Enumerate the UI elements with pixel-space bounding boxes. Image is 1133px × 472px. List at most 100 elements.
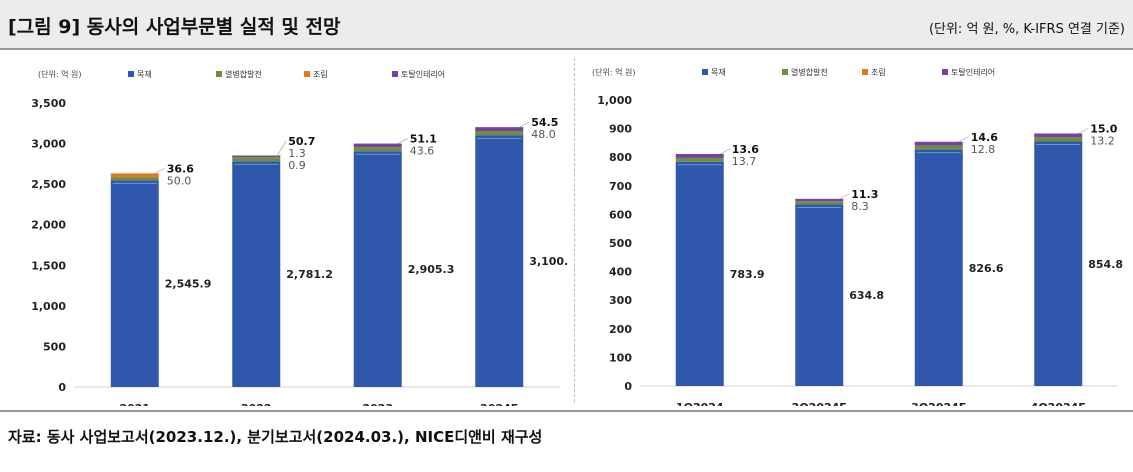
data-label: 11.3 bbox=[851, 188, 878, 201]
legend-label-1: 목재 bbox=[711, 68, 726, 77]
x-tick-label: 2024E bbox=[480, 402, 518, 406]
figure-title: [그림 9] 동사의 사업부문별 실적 및 전망 bbox=[8, 16, 341, 38]
data-label: 13.7 bbox=[732, 155, 757, 168]
leader-line bbox=[719, 148, 730, 155]
data-label: 783.9 bbox=[730, 268, 765, 281]
data-label: 2,905.3 bbox=[408, 263, 455, 276]
data-label: 13.6 bbox=[732, 143, 759, 156]
x-tick-label: 2022 bbox=[241, 402, 272, 406]
leader-line bbox=[1078, 128, 1089, 134]
bar-segment bbox=[1034, 133, 1083, 138]
bar-segment bbox=[914, 141, 963, 146]
y-tick-label: 800 bbox=[609, 151, 632, 164]
legend-label-4: 토탈인테리어 bbox=[951, 67, 995, 77]
data-label: 8.3 bbox=[851, 200, 869, 213]
y-tick-label: 200 bbox=[609, 323, 632, 336]
data-label: 36.6 bbox=[167, 162, 194, 175]
y-tick-label: 3,500 bbox=[31, 97, 66, 110]
chart-quarterly: (단위: 억 원) 목재 열병합발전 조림 토탈인테리어 0 100 200 300 400 500… bbox=[592, 67, 1123, 406]
legend-label-1: 목재 bbox=[137, 70, 152, 79]
bar-segment bbox=[353, 147, 402, 152]
x-tick-label: 1Q2024 bbox=[676, 401, 724, 406]
legend-swatch-1 bbox=[702, 69, 708, 75]
bar-segment bbox=[475, 131, 524, 136]
y-tick-label: 1,000 bbox=[31, 300, 66, 313]
data-label: 854.8 bbox=[1088, 258, 1123, 271]
legend-swatch-3 bbox=[304, 71, 310, 77]
data-label: 14.6 bbox=[971, 131, 998, 144]
bar-segment bbox=[232, 161, 281, 387]
bar-segment bbox=[675, 157, 724, 162]
y-tick-label: 0 bbox=[624, 380, 632, 393]
legend-label-4: 토탈인테리어 bbox=[401, 69, 445, 79]
legend-label-2: 열병합발전 bbox=[225, 69, 262, 79]
bar-segment bbox=[353, 151, 402, 387]
y-tick-label: 100 bbox=[609, 351, 632, 364]
x-tick-label: 2023 bbox=[362, 402, 393, 406]
unit-note: (단위: 억 원, %, K-IFRS 연결 기준) bbox=[928, 22, 1125, 37]
bar-segment bbox=[110, 180, 159, 387]
data-label: 634.8 bbox=[849, 289, 884, 302]
y-tick-label: 600 bbox=[609, 208, 632, 221]
bar-segment bbox=[675, 161, 724, 386]
bar-segment bbox=[795, 204, 844, 386]
data-label: 51.1 bbox=[410, 133, 437, 146]
bar-segment bbox=[110, 177, 159, 181]
unit-label: (단위: 억 원) bbox=[592, 67, 635, 77]
leader-line bbox=[839, 193, 850, 200]
figure-footer: 자료: 동사 사업보고서(2023.12.), 분기보고서(2024.03.),… bbox=[0, 410, 1133, 472]
y-tick-label: 700 bbox=[609, 180, 632, 193]
data-label: 43.6 bbox=[410, 145, 435, 158]
bar-segment bbox=[1034, 141, 1083, 386]
y-tick-label: 400 bbox=[609, 266, 632, 279]
data-label: 2,781.2 bbox=[286, 268, 333, 281]
bar-segment bbox=[232, 157, 281, 162]
data-label: 50.0 bbox=[167, 174, 192, 187]
source-note: 자료: 동사 사업보고서(2023.12.), 분기보고서(2024.03.),… bbox=[8, 428, 543, 446]
y-tick-label: 500 bbox=[43, 340, 66, 353]
y-tick-label: 1,500 bbox=[31, 259, 66, 272]
data-label: 50.7 bbox=[288, 135, 315, 148]
y-tick-label: 1,000 bbox=[597, 94, 632, 107]
bar-segment bbox=[232, 155, 281, 158]
bar-segment bbox=[675, 153, 724, 158]
x-tick-label: 3Q2024E bbox=[911, 401, 966, 406]
x-tick-label: 2Q2024E bbox=[792, 401, 847, 406]
legend-swatch-2 bbox=[216, 71, 222, 77]
bar-segment bbox=[475, 135, 524, 387]
y-tick-label: 500 bbox=[609, 237, 632, 250]
bar-segment bbox=[110, 173, 159, 178]
y-tick-label: 900 bbox=[609, 123, 632, 136]
data-label: 12.8 bbox=[971, 143, 996, 156]
leader-line bbox=[958, 136, 969, 143]
data-label: 54.5 bbox=[531, 116, 558, 129]
bar-segment bbox=[795, 198, 844, 202]
legend-label-3: 조림 bbox=[871, 67, 886, 77]
figure-header: [그림 9] 동사의 사업부문별 실적 및 전망 (단위: 억 원, %, K-… bbox=[0, 0, 1133, 50]
bar-segment bbox=[795, 201, 844, 205]
data-label: 0.9 bbox=[288, 159, 306, 172]
leader-line bbox=[519, 121, 530, 128]
legend-swatch-3 bbox=[862, 69, 868, 75]
x-tick-label: 4Q2024E bbox=[1031, 401, 1086, 406]
bar-segment bbox=[1034, 137, 1083, 142]
legend-swatch-2 bbox=[782, 69, 788, 75]
y-tick-label: 3,000 bbox=[31, 138, 66, 151]
bar-segment bbox=[914, 149, 963, 386]
chart-annual: (단위: 억 원) 목재 열병합발전 조림 토탈인테리어 0 500 1,000 1,500 2,… bbox=[31, 69, 568, 406]
leader-line bbox=[154, 168, 165, 174]
leader-line bbox=[397, 138, 408, 144]
data-label: 1.3 bbox=[288, 147, 306, 160]
y-tick-label: 2,500 bbox=[31, 178, 66, 191]
legend-label-2: 열병합발전 bbox=[791, 67, 828, 77]
data-label: 13.2 bbox=[1090, 134, 1115, 147]
legend-swatch-4 bbox=[942, 69, 948, 75]
data-label: 826.6 bbox=[969, 262, 1004, 275]
unit-label: (단위: 억 원) bbox=[38, 69, 81, 79]
legend-swatch-4 bbox=[392, 71, 398, 77]
leader-line bbox=[275, 140, 287, 158]
bar-segment bbox=[475, 127, 524, 132]
bar-segment bbox=[353, 143, 402, 148]
legend-swatch-1 bbox=[128, 71, 134, 77]
x-tick-label: 2021 bbox=[119, 402, 150, 406]
